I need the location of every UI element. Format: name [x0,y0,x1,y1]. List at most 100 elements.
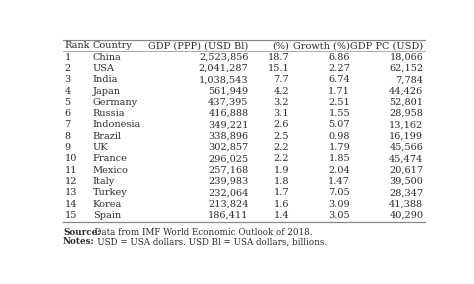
Text: Italy: Italy [93,177,115,186]
Text: 1.4: 1.4 [273,211,289,220]
Text: 44,426: 44,426 [389,87,423,95]
Text: Spain: Spain [93,211,121,220]
Text: 2.51: 2.51 [328,98,350,107]
Text: 1.9: 1.9 [273,166,289,175]
Text: 4: 4 [64,87,71,95]
Text: 2.5: 2.5 [273,132,289,141]
Text: 6.74: 6.74 [328,75,350,84]
Text: 15: 15 [64,211,77,220]
Text: 45,566: 45,566 [390,143,423,152]
Text: GDP (PPP) (USD Bl): GDP (PPP) (USD Bl) [148,41,248,50]
Text: 3: 3 [64,75,71,84]
Text: India: India [93,75,118,84]
Text: 13,162: 13,162 [389,120,423,130]
Text: 5: 5 [64,98,71,107]
Text: 213,824: 213,824 [208,200,248,209]
Text: USA: USA [93,64,115,73]
Text: Korea: Korea [93,200,122,209]
Text: 12: 12 [64,177,77,186]
Text: UK: UK [93,143,109,152]
Text: 1.7: 1.7 [273,188,289,197]
Text: 1.6: 1.6 [273,200,289,209]
Text: 7: 7 [64,120,71,130]
Text: Growth (%): Growth (%) [293,41,350,50]
Text: 1,038,543: 1,038,543 [199,75,248,84]
Text: 2.2: 2.2 [273,143,289,152]
Text: 416,888: 416,888 [209,109,248,118]
Text: GDP PC (USD): GDP PC (USD) [350,41,423,50]
Text: 239,983: 239,983 [208,177,248,186]
Text: 302,857: 302,857 [208,143,248,152]
Text: 15.1: 15.1 [267,64,289,73]
Text: 2,523,856: 2,523,856 [199,53,248,62]
Text: (%): (%) [272,41,289,50]
Text: 561,949: 561,949 [209,87,248,95]
Text: Turkey: Turkey [93,188,128,197]
Text: Notes:: Notes: [63,237,95,246]
Text: 2.27: 2.27 [328,64,350,73]
Text: 437,395: 437,395 [208,98,248,107]
Text: 6: 6 [64,109,71,118]
Text: 18.7: 18.7 [267,53,289,62]
Text: 0.98: 0.98 [328,132,350,141]
Text: 40,290: 40,290 [389,211,423,220]
Text: 1.79: 1.79 [328,143,350,152]
Text: 13: 13 [64,188,77,197]
Text: 9: 9 [64,143,71,152]
Text: 1.47: 1.47 [328,177,350,186]
Text: France: France [93,154,128,163]
Text: 1.85: 1.85 [328,154,350,163]
Text: 2.2: 2.2 [273,154,289,163]
Text: China: China [93,53,122,62]
Text: 28,347: 28,347 [389,188,423,197]
Text: Brazil: Brazil [93,132,122,141]
Text: 7.05: 7.05 [328,188,350,197]
Text: 5.07: 5.07 [328,120,350,130]
Text: 232,064: 232,064 [208,188,248,197]
Text: 3.09: 3.09 [328,200,350,209]
Text: Source:: Source: [63,228,100,237]
Text: USD = USA dollars. USD Bl = USA dollars, billions.: USD = USA dollars. USD Bl = USA dollars,… [90,237,328,246]
Text: Country: Country [93,41,133,50]
Text: 16,199: 16,199 [389,132,423,141]
Text: Japan: Japan [93,87,121,95]
Text: Data from IMF World Economic Outlook of 2018.: Data from IMF World Economic Outlook of … [90,228,313,237]
Text: 41,388: 41,388 [389,200,423,209]
Text: Russia: Russia [93,109,125,118]
Text: 1.71: 1.71 [328,87,350,95]
Text: 257,168: 257,168 [208,166,248,175]
Text: 7.7: 7.7 [273,75,289,84]
Text: 2: 2 [64,64,71,73]
Text: 20,617: 20,617 [389,166,423,175]
Text: 8: 8 [64,132,71,141]
Text: Germany: Germany [93,98,138,107]
Text: 52,801: 52,801 [389,98,423,107]
Text: Indonesia: Indonesia [93,120,141,130]
Text: 3.1: 3.1 [273,109,289,118]
Text: 1.8: 1.8 [273,177,289,186]
Text: 6.86: 6.86 [328,53,350,62]
Text: 4.2: 4.2 [273,87,289,95]
Text: 14: 14 [64,200,77,209]
Text: 39,500: 39,500 [390,177,423,186]
Text: 11: 11 [64,166,77,175]
Text: 45,474: 45,474 [389,154,423,163]
Text: 7,784: 7,784 [395,75,423,84]
Text: 1.55: 1.55 [328,109,350,118]
Text: 28,958: 28,958 [390,109,423,118]
Text: 2.6: 2.6 [273,120,289,130]
Text: 10: 10 [64,154,77,163]
Text: 338,896: 338,896 [209,132,248,141]
Text: 2,041,287: 2,041,287 [199,64,248,73]
Text: 186,411: 186,411 [208,211,248,220]
Text: 62,152: 62,152 [389,64,423,73]
Text: 1: 1 [64,53,71,62]
Text: 18,066: 18,066 [390,53,423,62]
Text: 3.2: 3.2 [273,98,289,107]
Text: Mexico: Mexico [93,166,129,175]
Text: Rank: Rank [64,41,90,50]
Text: 349,221: 349,221 [208,120,248,130]
Text: 296,025: 296,025 [209,154,248,163]
Text: 3.05: 3.05 [328,211,350,220]
Text: 2.04: 2.04 [328,166,350,175]
